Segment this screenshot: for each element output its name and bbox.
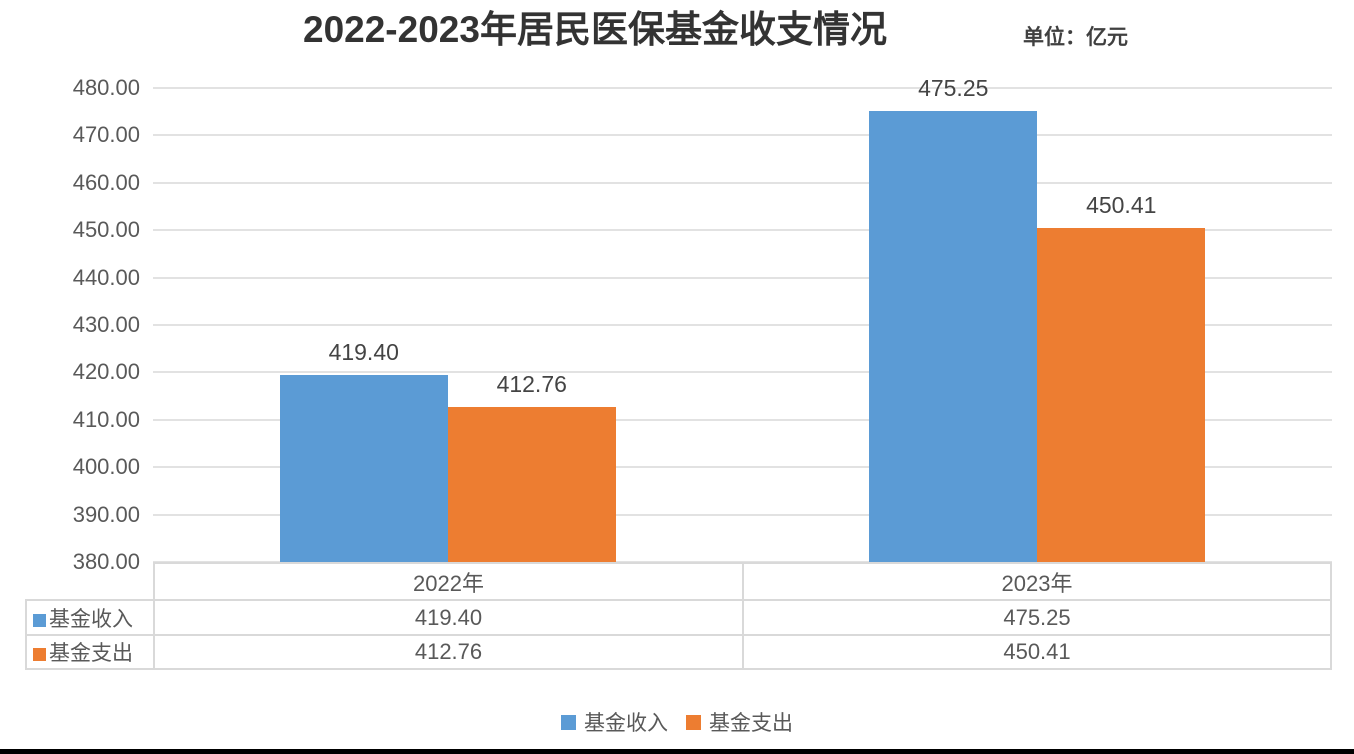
gridline [153,324,1332,326]
legend-item: 基金支出 [686,707,793,737]
data-table: 2022年 2023年 基金收入 419.40 475.25 基金支出 412.76 450.… [25,562,1332,670]
bar-value-label: 450.41 [1086,192,1157,219]
bar-value-label: 412.76 [496,370,567,397]
legend-swatch-icon [561,714,576,730]
gridline [153,466,1332,469]
gridline [153,371,1332,374]
category-header-cell: 2022年 [153,562,744,601]
y-tick-label: 480.00 [72,75,140,100]
gridline [153,87,1332,89]
y-tick-label: 410.00 [72,406,140,432]
gridline [153,229,1332,232]
chart-title: 2022-2023年居民医保基金收支情况 [303,9,887,50]
gridline [153,418,1332,421]
table-header-row: 2022年 2023年 [26,562,1332,601]
table-row: 基金支出 412.76 450.41 [25,634,1332,670]
bottom-border-line [0,749,1354,754]
y-tick-label: 460.00 [72,169,140,195]
bar-income-2022年 [279,375,448,562]
value-cell: 412.76 [153,634,744,670]
gridline [153,561,1332,563]
y-tick-label: 400.00 [72,454,140,480]
legend: 基金收入 基金支出 [0,707,1354,737]
bar-expense-2022年 [447,406,616,562]
y-tick-label: 390.00 [72,501,140,527]
bar-value-label: 419.40 [328,339,399,366]
table-row: 基金收入 419.40 475.25 [25,599,1332,636]
unit-label: 单位：亿元 [1023,26,1128,49]
bar-expense-2023年 [1037,228,1206,562]
legend-label: 基金支出 [709,712,793,735]
series-label-cell: 基金收入 [25,599,155,636]
legend-label: 基金收入 [584,712,668,735]
y-tick-label: 470.00 [72,122,140,148]
gridline [153,181,1332,184]
category-header-cell: 2023年 [742,562,1332,601]
gridline [153,134,1332,137]
bar-income-2023年 [869,110,1038,562]
legend-item: 基金收入 [561,707,668,737]
value-cell: 475.25 [742,599,1332,636]
y-tick-label: 420.00 [72,359,140,385]
y-tick-label: 450.00 [72,217,140,243]
gridline [153,513,1332,516]
value-cell: 450.41 [742,634,1332,670]
y-tick-label: 430.00 [72,312,140,337]
legend-swatch-icon [686,714,701,730]
y-tick-label: 380.00 [72,549,140,574]
table-corner-cell [26,563,154,600]
gridline [153,276,1332,279]
series-swatch-icon [33,613,46,627]
series-label-cell: 基金支出 [25,634,155,670]
y-tick-label: 440.00 [72,264,140,290]
value-cell: 419.40 [153,599,744,636]
series-swatch-icon [33,648,46,661]
bar-value-label: 475.25 [918,74,989,101]
